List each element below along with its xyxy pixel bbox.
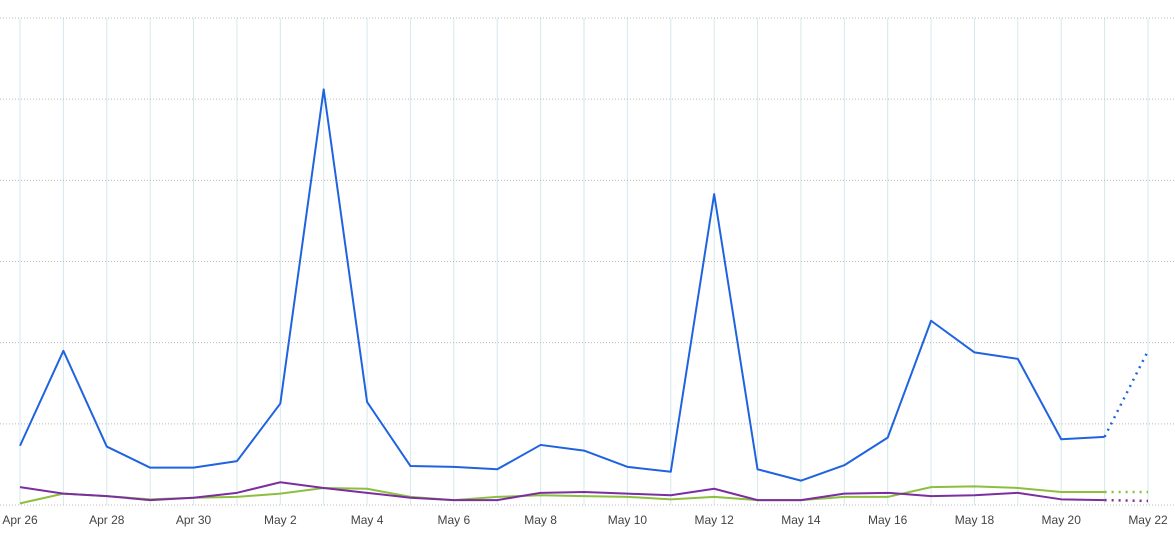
- x-tick-label: Apr 30: [176, 513, 212, 527]
- projected-line: [1104, 498, 1149, 503]
- x-tick-label: May 20: [1042, 513, 1082, 527]
- x-tick-label: May 18: [955, 513, 995, 527]
- x-tick-label: May 12: [694, 513, 734, 527]
- x-tick-label: May 14: [781, 513, 821, 527]
- projected-line: [1103, 350, 1150, 438]
- series-line: [19, 485, 1105, 505]
- x-tick-label: Apr 28: [89, 513, 125, 527]
- x-tick-label: May 22: [1128, 513, 1168, 527]
- series-line: [19, 481, 1105, 502]
- x-tick-label: May 4: [351, 513, 384, 527]
- x-tick-label: May 10: [608, 513, 648, 527]
- x-tick-label: May 16: [868, 513, 908, 527]
- x-tick-label: May 6: [438, 513, 471, 527]
- x-tick-label: May 2: [264, 513, 297, 527]
- series-line: [19, 88, 1105, 482]
- x-tick-label: May 8: [524, 513, 557, 527]
- x-tick-label: Apr 26: [2, 513, 38, 527]
